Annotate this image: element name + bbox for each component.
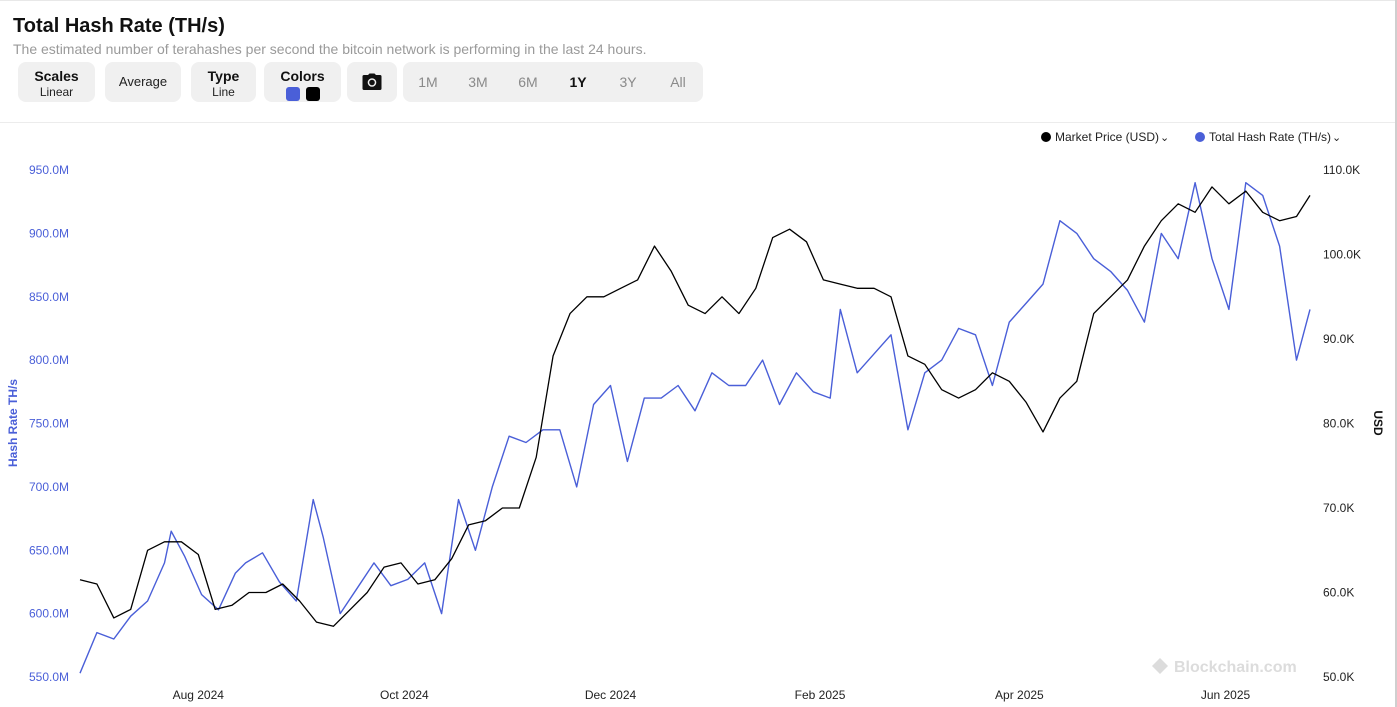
x-axis: Aug 2024 Oct 2024 Dec 2024 Feb 2025 Apr 2025… [173, 688, 1251, 702]
left-tick-label: 700.0M [29, 480, 69, 494]
time-range-group: 1M 3M 6M 1Y 3Y All [403, 62, 703, 102]
hash-legend-dot [1195, 132, 1205, 142]
legend-hash[interactable]: Total Hash Rate (TH/s) ⌄ [1195, 130, 1341, 144]
page-subtitle: The estimated number of terahashes per s… [13, 41, 647, 57]
left-tick-label: 750.0M [29, 417, 69, 431]
type-label: Type [207, 68, 240, 84]
scales-button[interactable]: Scales Linear [18, 62, 95, 102]
left-tick-label: 800.0M [29, 353, 69, 367]
hash-legend-label: Total Hash Rate (TH/s) [1209, 130, 1332, 144]
hash-color-swatch[interactable] [285, 87, 300, 101]
market-price-line[interactable] [79, 186, 1311, 627]
left-axis: 550.0M 600.0M 650.0M 700.0M 750.0M 800.0M 850.… [29, 163, 69, 684]
type-value: Line [212, 85, 235, 99]
price-legend-dot [1041, 132, 1051, 142]
range-button-1y[interactable]: 1Y [569, 74, 587, 90]
legend-price[interactable]: Market Price (USD) ⌄ [1041, 130, 1169, 144]
x-tick-label: Jun 2025 [1201, 688, 1251, 702]
right-tick-label: 100.0K [1323, 248, 1361, 262]
watermark-text: Blockchain.com [1174, 659, 1297, 676]
scales-label: Scales [34, 68, 79, 84]
x-tick-label: Oct 2024 [380, 688, 429, 702]
chevron-down-icon: ⌄ [1332, 131, 1342, 144]
x-tick-label: Apr 2025 [995, 688, 1044, 702]
type-button[interactable]: Type Line [191, 62, 256, 102]
right-tick-label: 50.0K [1323, 670, 1354, 684]
average-label: Average [118, 74, 168, 89]
right-tick-label: 90.0K [1323, 332, 1354, 346]
range-button-3m[interactable]: 3M [468, 74, 488, 90]
range-button-3y[interactable]: 3Y [619, 74, 637, 90]
series-group [79, 182, 1311, 674]
top-border [0, 0, 1397, 1]
left-tick-label: 900.0M [29, 226, 69, 240]
camera-icon [362, 73, 382, 90]
scrollbar-edge [1395, 0, 1397, 707]
right-tick-label: 80.0K [1323, 417, 1354, 431]
price-color-swatch[interactable] [305, 87, 320, 101]
right-tick-label: 70.0K [1323, 501, 1354, 515]
hash-rate-line[interactable] [79, 182, 1311, 674]
range-button-6m[interactable]: 6M [518, 74, 538, 90]
range-button-all[interactable]: All [670, 74, 686, 90]
range-button-1m[interactable]: 1M [418, 74, 438, 90]
right-axis: 50.0K 60.0K 70.0K 80.0K 90.0K 100.0K 110.0K [1323, 163, 1361, 684]
price-legend-label: Market Price (USD) [1055, 130, 1160, 144]
page-title: Total Hash Rate (TH/s) [13, 15, 225, 37]
left-tick-label: 600.0M [29, 607, 69, 621]
colors-button[interactable]: Colors [264, 62, 341, 102]
chevron-down-icon: ⌄ [1160, 131, 1170, 144]
right-tick-label: 60.0K [1323, 586, 1354, 600]
average-button[interactable]: Average [105, 62, 181, 102]
x-tick-label: Aug 2024 [173, 688, 225, 702]
blockchain-logo-icon [1152, 658, 1168, 674]
left-tick-label: 650.0M [29, 543, 69, 557]
x-tick-label: Dec 2024 [585, 688, 637, 702]
header-divider [0, 122, 1395, 123]
screenshot-button[interactable] [347, 62, 397, 102]
right-axis-label: USD [1371, 410, 1385, 436]
colors-label: Colors [280, 68, 325, 84]
left-tick-label: 850.0M [29, 290, 69, 304]
left-axis-label: Hash Rate TH/s [6, 379, 20, 467]
right-tick-label: 110.0K [1323, 163, 1360, 177]
x-tick-label: Feb 2025 [795, 688, 846, 702]
left-tick-label: 950.0M [29, 163, 69, 177]
left-tick-label: 550.0M [29, 670, 69, 684]
watermark: Blockchain.com [1152, 658, 1297, 676]
scales-value: Linear [39, 85, 74, 99]
